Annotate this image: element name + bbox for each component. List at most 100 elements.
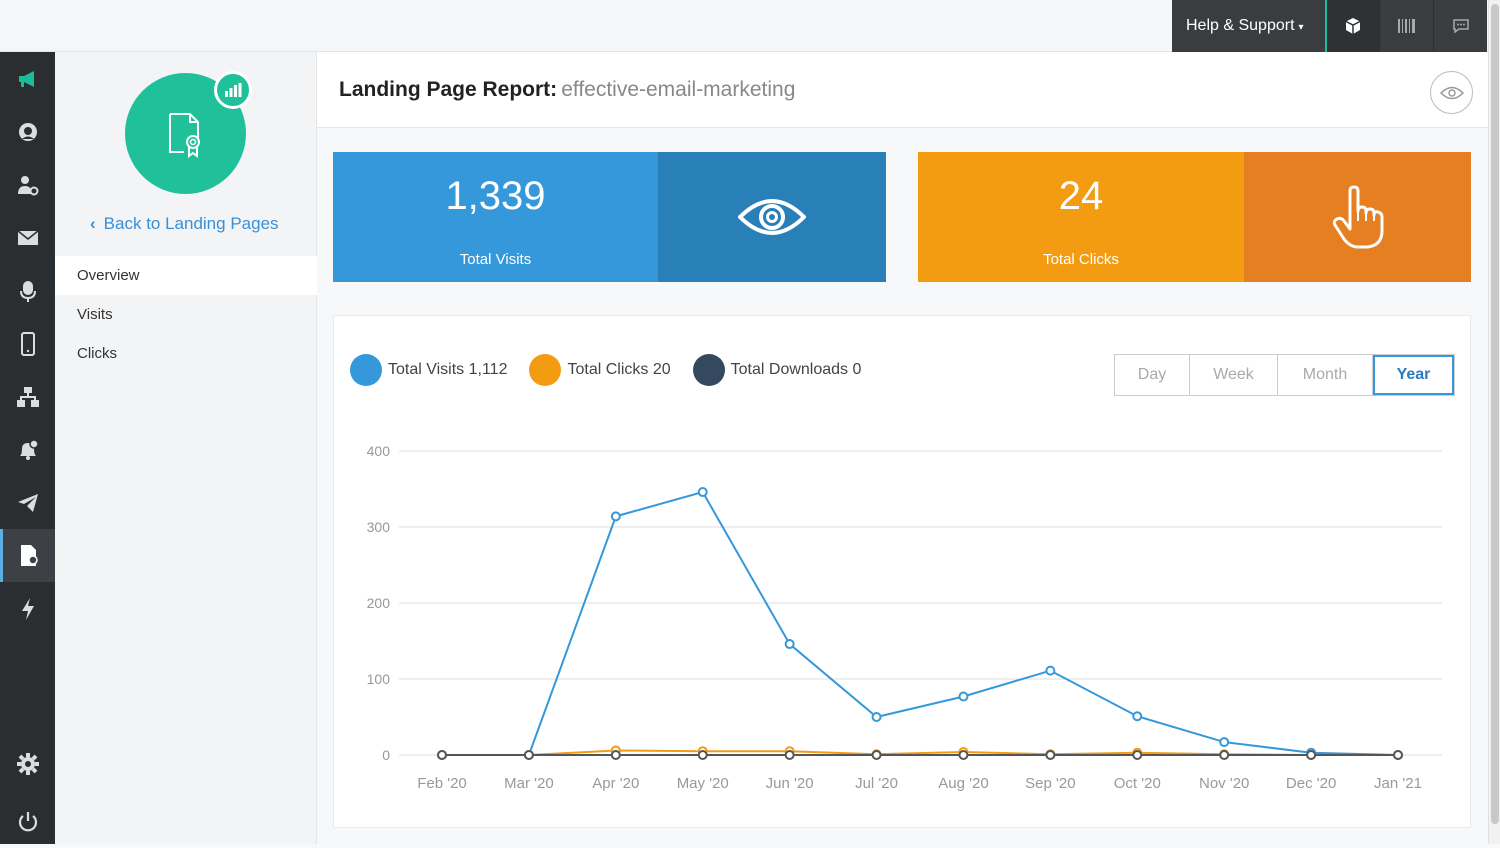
x-tick-label: Nov '20 bbox=[1199, 775, 1249, 792]
line-chart: 0 100 200 300 400 Feb '20 Mar '20 Apr '20 May '2… bbox=[367, 443, 1442, 792]
sidebar-item-support[interactable] bbox=[0, 105, 55, 158]
legend-dot-downloads bbox=[692, 354, 725, 386]
data-point bbox=[1393, 750, 1403, 760]
data-point bbox=[610, 750, 621, 760]
x-tick-label: Oct '20 bbox=[1114, 775, 1161, 792]
landing-page-certificate-icon bbox=[168, 112, 200, 158]
legend-label-downloads: Total Downloads 0 bbox=[730, 361, 862, 378]
period-month-button[interactable]: Month bbox=[1278, 355, 1373, 395]
stats-badge bbox=[214, 71, 252, 109]
data-point bbox=[784, 639, 795, 650]
clicks-icon-panel bbox=[1244, 152, 1471, 282]
chat-button[interactable] bbox=[1433, 0, 1487, 52]
nav-item-overview[interactable]: Overview bbox=[55, 256, 317, 295]
period-selector: Day Week Month Year bbox=[1114, 354, 1455, 396]
scrollbar-thumb[interactable] bbox=[1491, 4, 1499, 824]
data-point bbox=[437, 750, 447, 760]
y-tick-label: 100 bbox=[367, 671, 391, 687]
data-point bbox=[1219, 737, 1230, 748]
eye-icon bbox=[738, 199, 806, 235]
gear-icon bbox=[16, 752, 39, 775]
chart-legend: Total Visits 1,112 Total Clicks 20 Total… bbox=[350, 354, 883, 386]
x-tick-label: May '20 bbox=[677, 775, 729, 792]
data-point bbox=[1045, 750, 1056, 760]
data-point bbox=[697, 750, 708, 760]
sidebar-item-sitemap[interactable] bbox=[0, 370, 55, 423]
sidebar-item-send[interactable] bbox=[0, 476, 55, 529]
series-line bbox=[442, 490, 1399, 756]
total-clicks-card: 24 Total Clicks bbox=[918, 152, 1471, 282]
notification-bell-icon bbox=[19, 438, 39, 460]
chevron-left-icon: ‹ bbox=[90, 214, 96, 233]
total-clicks-label: Total Clicks bbox=[1043, 251, 1119, 268]
sidebar-item-mobile[interactable] bbox=[0, 317, 55, 370]
back-to-landing-pages-link[interactable]: ‹ Back to Landing Pages bbox=[90, 214, 279, 234]
help-support-menu[interactable]: Help & Support ▾ bbox=[1172, 0, 1325, 52]
back-link-label: Back to Landing Pages bbox=[103, 214, 279, 233]
icon-sidebar bbox=[0, 52, 55, 844]
megaphone-icon bbox=[18, 70, 34, 87]
data-point bbox=[958, 750, 969, 760]
legend-item-clicks[interactable]: Total Clicks 20 bbox=[529, 354, 671, 386]
data-point bbox=[958, 691, 969, 702]
podcast-icon bbox=[19, 280, 36, 302]
landing-page-report-badge bbox=[125, 71, 252, 194]
report-nav-panel: ‹ Back to Landing Pages Overview Visits C… bbox=[55, 52, 317, 844]
legend-item-visits[interactable]: Total Visits 1,112 bbox=[350, 354, 507, 386]
sidebar-item-automation[interactable] bbox=[0, 582, 55, 635]
data-point bbox=[523, 750, 534, 760]
landing-page-icon bbox=[21, 544, 38, 566]
x-tick-label: Feb '20 bbox=[417, 775, 467, 792]
barcode-icon bbox=[1397, 19, 1415, 33]
period-year-button[interactable]: Year bbox=[1373, 355, 1454, 395]
data-point bbox=[1132, 750, 1143, 760]
x-tick-label: Mar '20 bbox=[504, 775, 554, 792]
y-tick-label: 300 bbox=[367, 519, 391, 535]
paper-plane-icon bbox=[17, 493, 38, 512]
sidebar-item-settings[interactable] bbox=[0, 737, 55, 790]
legend-dot-clicks bbox=[529, 354, 562, 386]
period-day-button[interactable]: Day bbox=[1115, 355, 1190, 395]
period-week-button[interactable]: Week bbox=[1190, 355, 1278, 395]
sitemap-icon bbox=[16, 386, 39, 407]
total-visits-card: 1,339 Total Visits bbox=[333, 152, 886, 282]
sidebar-item-logout[interactable] bbox=[0, 795, 55, 848]
data-point bbox=[697, 487, 708, 498]
sidebar-item-podcast[interactable] bbox=[0, 264, 55, 317]
data-point bbox=[784, 750, 795, 760]
legend-dot-visits bbox=[350, 354, 382, 386]
visits-icon-panel bbox=[658, 152, 886, 282]
landing-page-name: effective-email-marketing bbox=[561, 78, 796, 101]
main-content: Landing Page Report: effective-email-mark… bbox=[317, 52, 1488, 844]
sidebar-item-landing-pages[interactable] bbox=[0, 529, 55, 582]
data-point bbox=[871, 750, 882, 760]
sidebar-item-email[interactable] bbox=[0, 211, 55, 264]
chart-panel: Total Visits 1,112 Total Clicks 20 Total… bbox=[333, 315, 1471, 828]
x-tick-label: Dec '20 bbox=[1286, 775, 1336, 792]
sidebar-item-users[interactable] bbox=[0, 158, 55, 211]
data-point bbox=[871, 712, 882, 722]
legend-label-clicks: Total Clicks 20 bbox=[567, 361, 671, 378]
nav-item-visits[interactable]: Visits bbox=[77, 306, 113, 323]
page-header: Landing Page Report: effective-email-mark… bbox=[317, 52, 1488, 128]
legend-label-visits: Total Visits 1,112 bbox=[388, 361, 508, 378]
envelope-icon bbox=[17, 229, 38, 245]
preview-button[interactable] bbox=[1430, 71, 1473, 114]
data-point bbox=[1306, 750, 1317, 760]
legend-item-downloads[interactable]: Total Downloads 0 bbox=[692, 354, 862, 386]
data-point bbox=[1219, 750, 1230, 760]
report-nav-list: Overview Visits Clicks bbox=[55, 256, 317, 373]
sidebar-item-campaigns[interactable] bbox=[0, 52, 55, 105]
page-scrollbar[interactable] bbox=[1488, 0, 1500, 844]
box-button[interactable] bbox=[1325, 0, 1379, 52]
barcode-button[interactable] bbox=[1379, 0, 1433, 52]
total-visits-panel: 1,339 Total Visits bbox=[333, 152, 658, 282]
total-visits-label: Total Visits bbox=[459, 251, 532, 268]
total-clicks-panel: 24 Total Clicks bbox=[918, 152, 1244, 282]
page-title: Landing Page Report: effective-email-mark… bbox=[339, 78, 795, 102]
x-tick-label: Sep '20 bbox=[1025, 775, 1075, 792]
bolt-icon bbox=[21, 597, 34, 620]
nav-item-clicks[interactable]: Clicks bbox=[77, 345, 117, 362]
sidebar-item-notifications[interactable] bbox=[0, 423, 55, 476]
y-tick-label: 400 bbox=[367, 443, 391, 459]
